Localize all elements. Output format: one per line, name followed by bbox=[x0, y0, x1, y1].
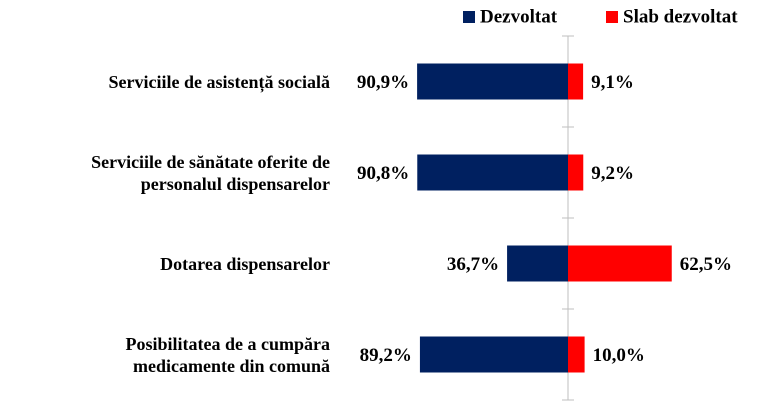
category-label: Serviciile de sănătate oferite de person… bbox=[91, 151, 330, 194]
category-label: Serviciile de asistență socială bbox=[108, 71, 330, 92]
legend-swatch bbox=[463, 11, 475, 23]
value-label: 10,0% bbox=[593, 345, 645, 366]
value-label: 9,1% bbox=[591, 72, 634, 93]
value-label: 36,7% bbox=[447, 254, 499, 275]
bar bbox=[507, 245, 568, 282]
legend-label: Slab dezvoltat bbox=[623, 6, 738, 27]
legend-label: Dezvoltat bbox=[480, 6, 558, 27]
value-label: 9,2% bbox=[591, 163, 634, 184]
value-label: 90,8% bbox=[357, 163, 409, 184]
legend-swatch bbox=[606, 11, 618, 23]
bar bbox=[568, 63, 584, 100]
bar bbox=[568, 336, 585, 373]
value-label: 62,5% bbox=[680, 254, 732, 275]
bar bbox=[568, 154, 584, 191]
bar bbox=[417, 154, 568, 191]
bar bbox=[568, 245, 672, 282]
category-label: Posibilitatea de a cumpăra medicamente d… bbox=[125, 333, 331, 376]
bar bbox=[417, 63, 568, 100]
value-label: 89,2% bbox=[360, 345, 412, 366]
value-label: 90,9% bbox=[357, 72, 409, 93]
bar bbox=[419, 336, 568, 373]
category-label: Dotarea dispensarelor bbox=[160, 253, 330, 274]
